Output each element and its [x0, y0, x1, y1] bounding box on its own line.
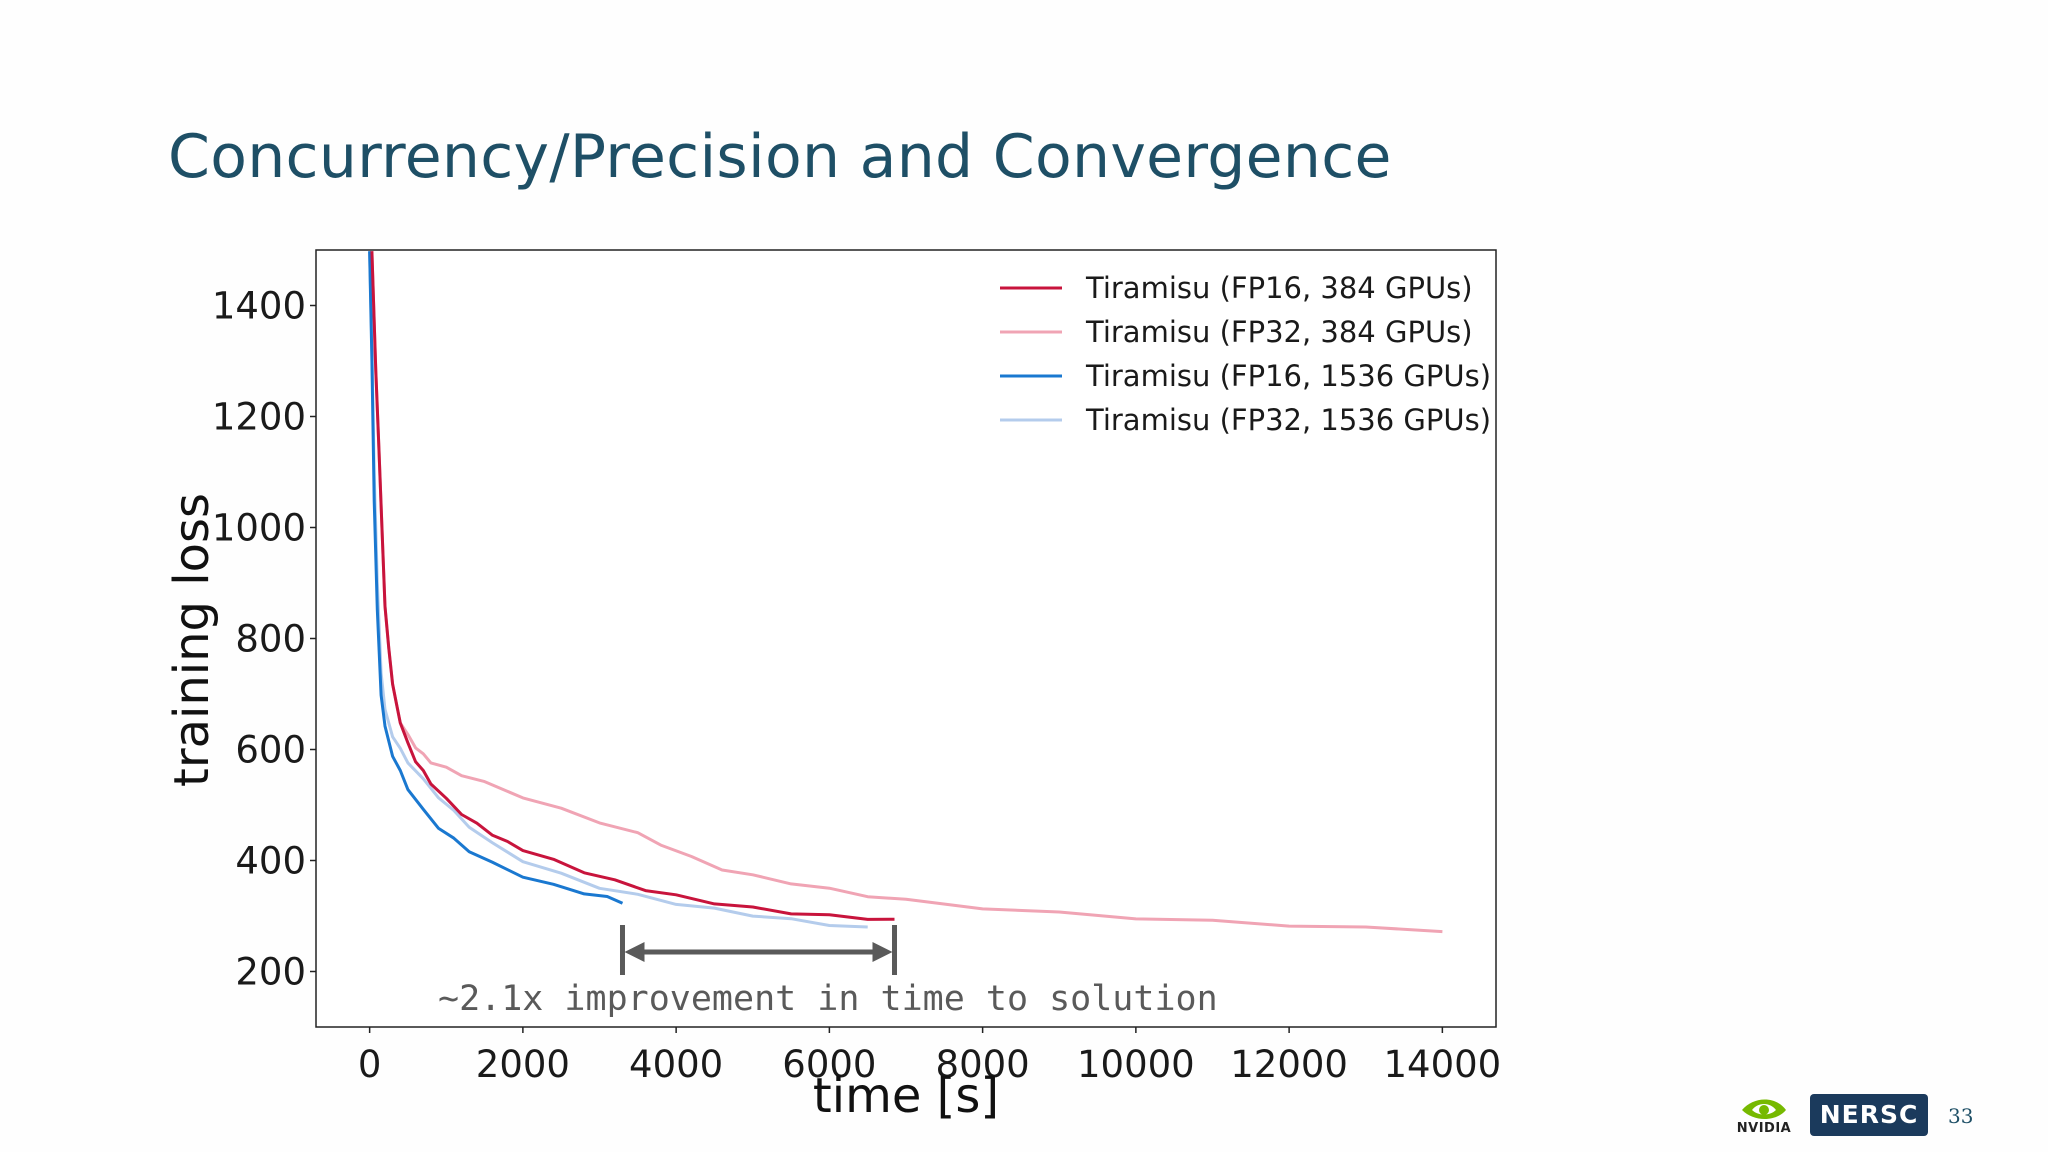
page-number: 33 [1948, 1104, 1974, 1128]
plot-frame [315, 249, 1497, 1028]
y-tick-label: 800 [235, 618, 306, 661]
y-tick-label: 1400 [212, 285, 306, 328]
slide-title: Concurrency/Precision and Convergence [168, 122, 1392, 192]
y-tick-label: 400 [235, 840, 306, 883]
x-tick-label: 10000 [1077, 1043, 1195, 1086]
annotation: ~2.1x improvement in time to solution [438, 925, 1218, 1019]
y-axis: 200 400 600 800 1000 1200 1400 [212, 285, 316, 994]
legend: Tiramisu (FP16, 384 GPUs) Tiramisu (FP32,… [1000, 271, 1491, 437]
x-axis-label: time [s] [813, 1068, 999, 1124]
nvidia-wordmark: NVIDIA [1736, 1121, 1792, 1136]
y-tick-label: 600 [235, 729, 306, 772]
x-tick-label: 0 [358, 1043, 382, 1086]
x-tick-label: 12000 [1230, 1043, 1348, 1086]
y-tick-label: 200 [235, 951, 306, 994]
y-tick-label: 1200 [212, 396, 306, 439]
y-axis-label: training loss [164, 493, 220, 787]
legend-entry: Tiramisu (FP16, 1536 GPUs) [1085, 359, 1491, 393]
legend-entry: Tiramisu (FP16, 384 GPUs) [1085, 271, 1473, 305]
y-tick-label: 1000 [212, 507, 306, 550]
x-tick-label: 4000 [629, 1043, 723, 1086]
series-layer [368, 251, 1443, 934]
x-axis: 0 2000 4000 6000 8000 10000 12000 14000 [358, 1027, 1501, 1086]
nvidia-icon [1742, 1099, 1786, 1119]
series-line-0 [370, 251, 895, 921]
x-tick-label: 14000 [1384, 1043, 1502, 1086]
series-line-2 [368, 251, 624, 905]
annotation-arrowhead-right [872, 942, 893, 962]
legend-entry: Tiramisu (FP32, 384 GPUs) [1085, 315, 1473, 349]
x-tick-label: 8000 [936, 1043, 1030, 1086]
annotation-arrowhead-left [624, 942, 645, 962]
nersc-icon: NERSC [1810, 1094, 1928, 1136]
x-tick-label: 6000 [782, 1043, 876, 1086]
annotation-text: ~2.1x improvement in time to solution [438, 979, 1218, 1019]
legend-entry: Tiramisu (FP32, 1536 GPUs) [1085, 403, 1491, 437]
x-tick-label: 2000 [476, 1043, 570, 1086]
